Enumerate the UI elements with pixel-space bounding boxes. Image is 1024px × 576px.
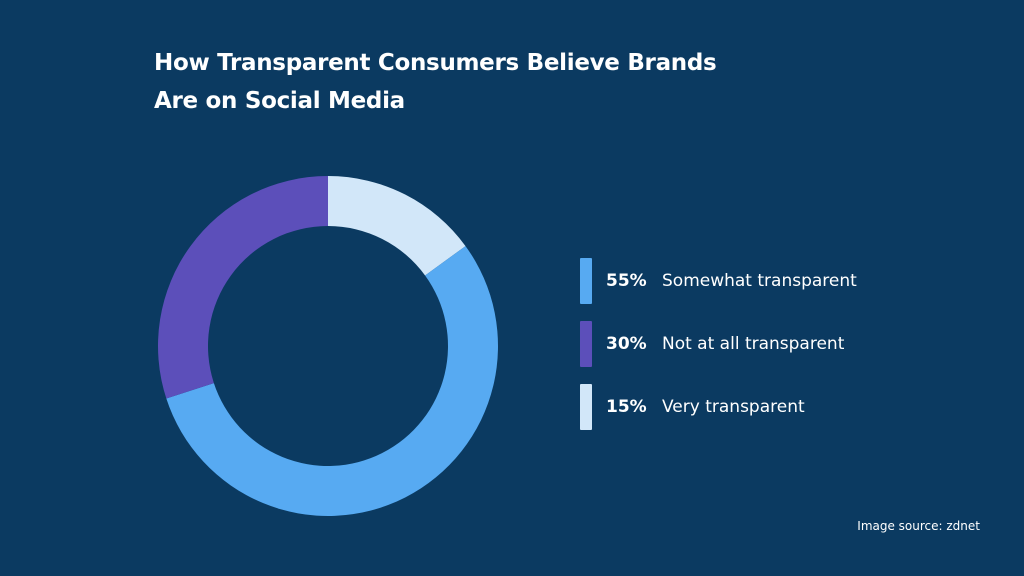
legend-value-somewhat-transparent: 55% <box>606 271 647 291</box>
legend-swatch-somewhat-transparent <box>580 258 592 304</box>
legend-value-very-transparent: 15% <box>606 397 647 417</box>
donut-chart <box>157 176 499 516</box>
chart-title-line-2: Are on Social Media <box>154 88 405 114</box>
legend-label-not-at-all-transparent: Not at all transparent <box>662 334 845 354</box>
legend-label-somewhat-transparent: Somewhat transparent <box>662 271 857 291</box>
legend-swatch-very-transparent <box>580 384 592 430</box>
donut-slice-somewhat-transparent <box>166 246 499 516</box>
donut-slice-not-at-all-transparent <box>157 176 328 399</box>
legend-value-not-at-all-transparent: 30% <box>606 334 647 354</box>
chart-title-line-1: How Transparent Consumers Believe Brands <box>154 50 717 76</box>
legend-swatch-not-at-all-transparent <box>580 321 592 367</box>
chart-title: How Transparent Consumers Believe Brands… <box>154 44 774 120</box>
image-source: Image source: zdnet <box>857 519 980 533</box>
legend-label-very-transparent: Very transparent <box>662 397 805 417</box>
donut-slice-very-transparent <box>328 176 466 276</box>
